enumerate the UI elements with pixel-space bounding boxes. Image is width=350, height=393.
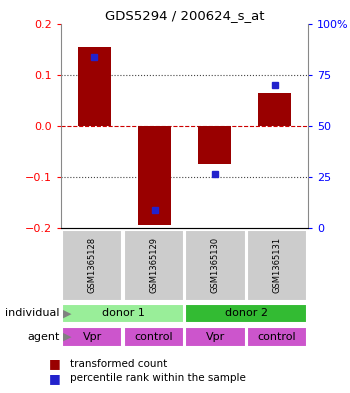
Text: donor 2: donor 2 xyxy=(225,309,268,318)
Bar xyxy=(258,92,292,126)
Text: agent: agent xyxy=(27,332,60,342)
Text: donor 1: donor 1 xyxy=(102,309,144,318)
Bar xyxy=(247,327,307,347)
Bar xyxy=(185,304,307,323)
Text: Vpr: Vpr xyxy=(206,332,225,342)
Bar xyxy=(62,304,184,323)
Bar xyxy=(62,327,122,347)
Text: ■: ■ xyxy=(49,357,61,370)
Bar xyxy=(185,230,246,301)
Text: ▶: ▶ xyxy=(63,309,71,318)
Bar xyxy=(124,230,184,301)
Text: control: control xyxy=(258,332,296,342)
Text: individual: individual xyxy=(5,309,60,318)
Text: Vpr: Vpr xyxy=(83,332,102,342)
Text: GSM1365131: GSM1365131 xyxy=(273,237,282,293)
Bar xyxy=(185,327,246,347)
Text: percentile rank within the sample: percentile rank within the sample xyxy=(70,373,246,384)
Text: GSM1365130: GSM1365130 xyxy=(211,237,220,293)
Bar xyxy=(62,230,122,301)
Text: ■: ■ xyxy=(49,372,61,385)
Bar xyxy=(138,126,171,225)
Bar xyxy=(78,47,111,126)
Bar xyxy=(247,230,307,301)
Text: transformed count: transformed count xyxy=(70,358,167,369)
Bar xyxy=(124,327,184,347)
Title: GDS5294 / 200624_s_at: GDS5294 / 200624_s_at xyxy=(105,9,264,22)
Text: GSM1365128: GSM1365128 xyxy=(88,237,97,293)
Text: GSM1365129: GSM1365129 xyxy=(149,237,158,293)
Text: ▶: ▶ xyxy=(63,332,71,342)
Text: control: control xyxy=(134,332,173,342)
Bar xyxy=(198,126,231,164)
